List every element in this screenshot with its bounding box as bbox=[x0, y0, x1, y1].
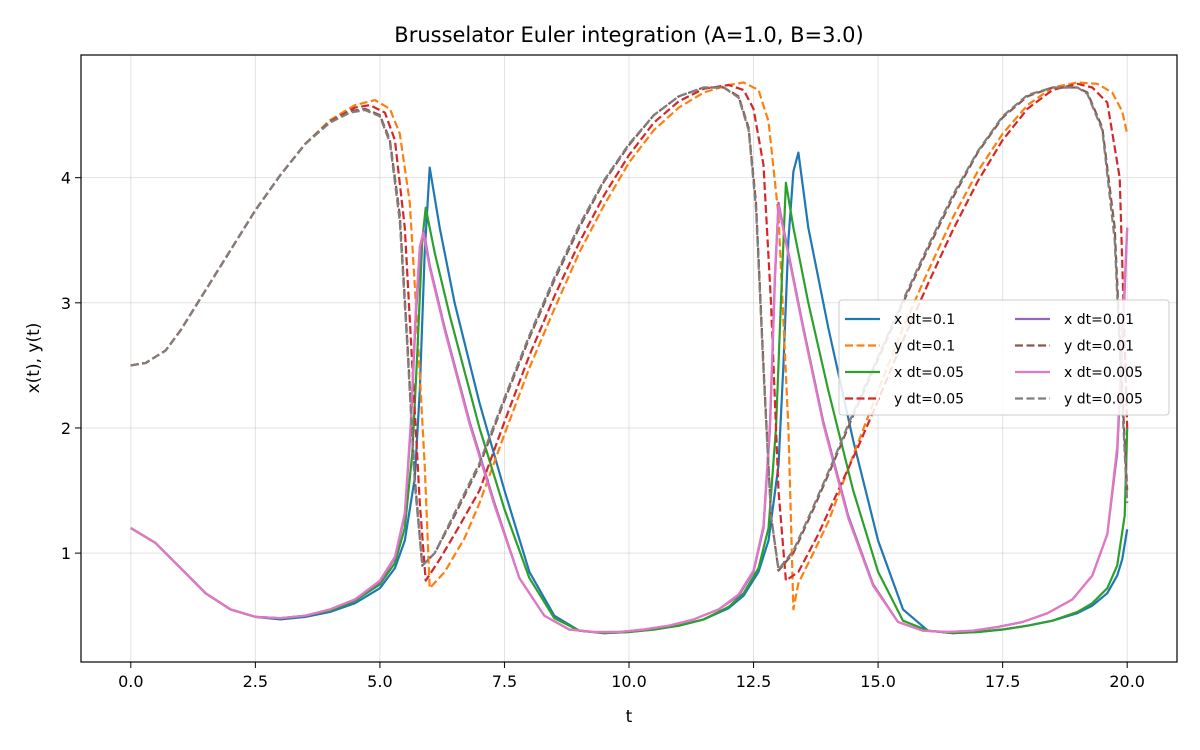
chart-title: Brusselator Euler integration (A=1.0, B=… bbox=[394, 23, 863, 47]
y-tick-label: 4 bbox=[61, 169, 71, 188]
x-tick-label: 17.5 bbox=[985, 672, 1021, 691]
y-axis: 1 2 3 4 bbox=[61, 169, 81, 563]
x-tick-label: 10.0 bbox=[611, 672, 647, 691]
x-tick-label: 20.0 bbox=[1109, 672, 1145, 691]
x-tick-label: 15.0 bbox=[860, 672, 896, 691]
y-axis-label: x(t), y(t) bbox=[24, 323, 44, 394]
y-tick-label: 3 bbox=[61, 294, 71, 313]
series-line-x-dt005 bbox=[130, 181, 1129, 635]
x-axis-label: t bbox=[626, 707, 633, 727]
x-axis: 0.0 2.5 5.0 7.5 10.0 12.5 15.0 17.5 20.0 bbox=[118, 662, 1145, 691]
legend-label: y dt=0.05 bbox=[894, 392, 964, 408]
x-tick-label: 7.5 bbox=[492, 672, 517, 691]
x-tick-label: 12.5 bbox=[736, 672, 772, 691]
x-tick-label: 0.0 bbox=[118, 672, 143, 691]
grid bbox=[81, 55, 1177, 662]
legend-label: x dt=0.1 bbox=[894, 312, 955, 328]
series-line-x-dt0005 bbox=[130, 204, 1129, 634]
y-tick-label: 1 bbox=[61, 544, 71, 563]
series-line-y-dt0005 bbox=[130, 86, 1129, 571]
legend-label: y dt=0.005 bbox=[1064, 392, 1143, 408]
y-tick-label: 2 bbox=[61, 419, 71, 438]
legend-label: x dt=0.05 bbox=[894, 365, 964, 381]
legend-label: x dt=0.01 bbox=[1064, 312, 1134, 328]
legend: x dt=0.1 y dt=0.1 x dt=0.05 y dt=0.05 x dt=0… bbox=[838, 299, 1170, 416]
series-group bbox=[130, 81, 1129, 635]
legend-label: y dt=0.01 bbox=[1064, 339, 1134, 355]
legend-label: x dt=0.005 bbox=[1064, 365, 1143, 381]
legend-box bbox=[838, 299, 1170, 416]
x-tick-label: 5.0 bbox=[367, 672, 392, 691]
x-tick-label: 2.5 bbox=[243, 672, 268, 691]
legend-label: y dt=0.1 bbox=[894, 339, 955, 355]
